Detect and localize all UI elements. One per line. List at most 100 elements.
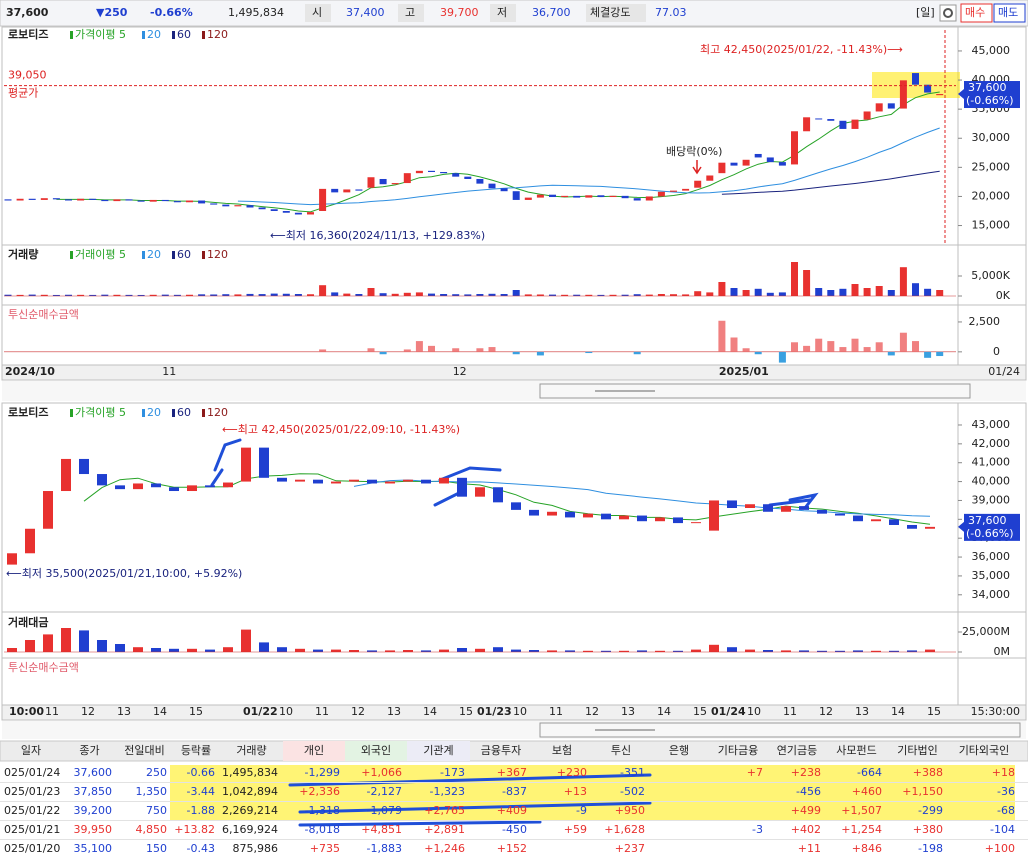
candle-body bbox=[101, 199, 109, 202]
candle-body bbox=[907, 524, 917, 529]
toolbar-bg bbox=[2, 381, 1026, 401]
volume-bar bbox=[343, 293, 351, 296]
candle-body bbox=[137, 200, 145, 202]
table-cell: +1,066 bbox=[361, 766, 402, 779]
volume-bar bbox=[319, 285, 327, 296]
legend-entry: 가격이평 5 bbox=[75, 28, 126, 41]
high-annotation: 최고 42,450(2025/01/22, -11.43%)⟶ bbox=[700, 43, 903, 56]
candle-body bbox=[439, 477, 449, 484]
label-box bbox=[586, 4, 646, 22]
table-cell: +13 bbox=[564, 785, 587, 798]
volume-bar bbox=[115, 644, 125, 652]
volume: 1,495,834 bbox=[228, 6, 284, 19]
candle-body bbox=[742, 159, 750, 166]
y-tick-label: 36,000 bbox=[972, 550, 1011, 563]
candle-body bbox=[367, 177, 375, 188]
legend-entry: 120 bbox=[207, 248, 228, 261]
volume-bar bbox=[730, 288, 738, 296]
label-box bbox=[305, 4, 331, 22]
column-header: 종가 bbox=[79, 744, 99, 757]
candle-body bbox=[863, 111, 871, 120]
table-cell: +152 bbox=[497, 842, 527, 854]
volume-bar bbox=[619, 650, 629, 652]
label-box bbox=[398, 4, 424, 22]
y-tick-label: 0M bbox=[994, 645, 1011, 658]
y-tick-label: 43,000 bbox=[972, 418, 1011, 431]
volume-bar bbox=[282, 293, 290, 296]
candle-body bbox=[331, 188, 339, 193]
volume-bar bbox=[853, 650, 863, 652]
volume-bar bbox=[149, 294, 157, 296]
volume-bar bbox=[727, 647, 737, 652]
inst-bar bbox=[754, 351, 762, 355]
inst-bar bbox=[718, 320, 726, 352]
candle-body bbox=[355, 189, 363, 191]
volume-bar bbox=[169, 648, 179, 652]
volume-bar bbox=[198, 294, 206, 296]
column-header: 연기금등 bbox=[777, 744, 817, 757]
volume-bar bbox=[706, 292, 714, 296]
volume-bar bbox=[565, 650, 575, 652]
table-cell: -0.43 bbox=[187, 842, 215, 854]
candle-body bbox=[609, 195, 617, 198]
volume-bar bbox=[839, 288, 847, 296]
candle-body bbox=[79, 458, 89, 475]
volume-bar bbox=[385, 650, 395, 652]
volume-bar bbox=[294, 294, 302, 296]
last-price-pointer bbox=[958, 521, 964, 532]
table-cell: 025/01/21 bbox=[4, 823, 60, 836]
volume-bar bbox=[488, 293, 496, 296]
volume-bar bbox=[223, 647, 233, 652]
column-header: 금융투자 bbox=[481, 744, 521, 757]
candle-body bbox=[778, 162, 786, 166]
table-cell: +402 bbox=[791, 823, 821, 836]
table-cell: -8,018 bbox=[305, 823, 340, 836]
table-cell: 875,986 bbox=[233, 842, 279, 854]
inst-bar bbox=[403, 349, 411, 352]
toolbar-controls[interactable] bbox=[539, 383, 971, 399]
volume-bar bbox=[367, 650, 377, 652]
candle-body bbox=[536, 194, 544, 198]
candle-body bbox=[924, 84, 932, 93]
buy-button[interactable] bbox=[960, 3, 993, 23]
candle-body bbox=[565, 511, 575, 518]
settings-button[interactable] bbox=[939, 4, 957, 22]
inst-bar bbox=[899, 332, 907, 352]
volume-bar bbox=[621, 294, 629, 296]
table-cell: -456 bbox=[796, 785, 821, 798]
table-header-bg bbox=[0, 740, 1028, 762]
candle-body bbox=[343, 189, 351, 193]
candle-body bbox=[573, 195, 581, 198]
sell-label: 매도 bbox=[998, 6, 1018, 19]
volume-bar bbox=[113, 294, 121, 296]
candle-body bbox=[475, 487, 485, 497]
change: ▼250 bbox=[96, 6, 128, 19]
panel-title: 투신순매수금액 bbox=[8, 308, 79, 321]
x-tick-label: 12 bbox=[585, 705, 599, 718]
column-header: 전일대비 bbox=[124, 743, 164, 757]
legend-swatch bbox=[202, 409, 205, 417]
volume-bar bbox=[133, 647, 143, 652]
volume-bar bbox=[210, 294, 218, 296]
toolbar-controls[interactable] bbox=[539, 722, 1021, 738]
volume-bar bbox=[633, 294, 641, 296]
volume-bar bbox=[512, 290, 520, 296]
volume-bar bbox=[549, 294, 556, 296]
volume-bar bbox=[657, 294, 665, 296]
volume-bar bbox=[234, 294, 242, 296]
candle-body bbox=[25, 528, 35, 554]
header-cell-bg bbox=[407, 741, 470, 761]
average-value: 39,050 bbox=[8, 69, 47, 82]
low-label: 저 bbox=[497, 6, 507, 19]
volume-bar bbox=[682, 294, 690, 296]
candle-body bbox=[875, 103, 883, 112]
volume-bar bbox=[781, 650, 791, 652]
volume-bar bbox=[187, 648, 197, 652]
candle-body bbox=[766, 157, 774, 163]
inst-bar bbox=[476, 348, 484, 352]
sell-button[interactable] bbox=[993, 3, 1026, 23]
period-button[interactable]: [일] bbox=[916, 5, 935, 19]
legend-swatch bbox=[70, 251, 73, 259]
table-cell: -664 bbox=[857, 766, 882, 779]
settings-icon bbox=[943, 8, 953, 18]
